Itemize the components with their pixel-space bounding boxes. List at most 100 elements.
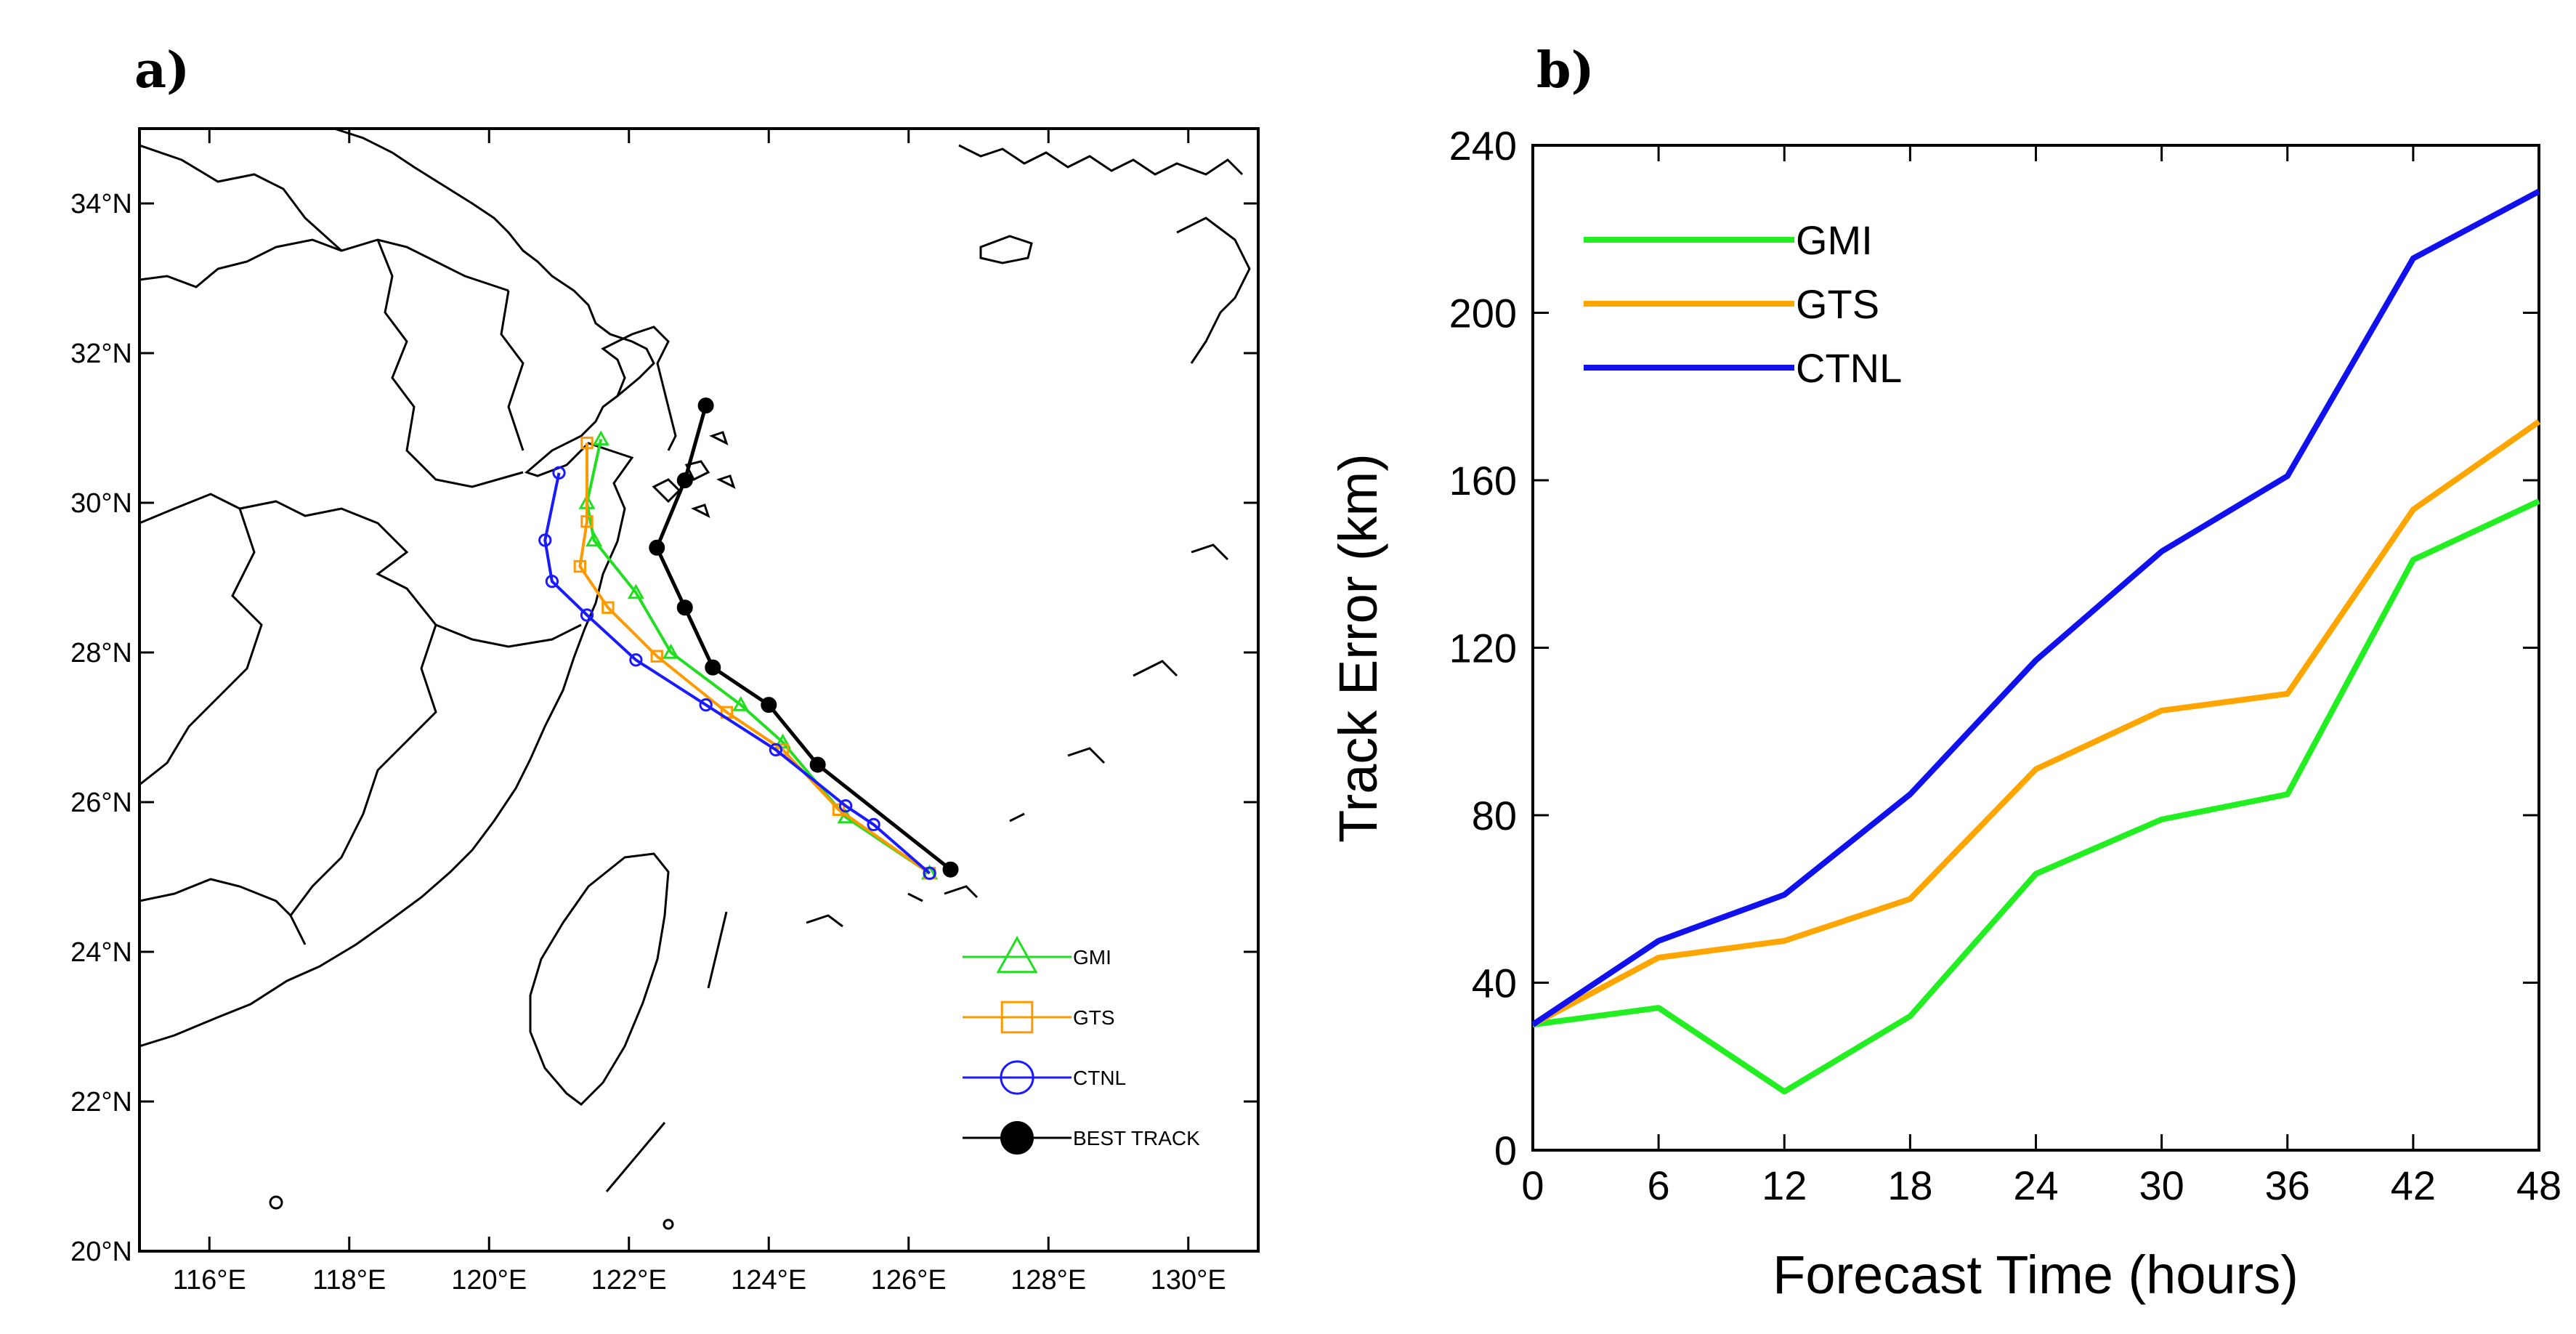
province-border-7 [139, 144, 343, 252]
track-point-ctnl [629, 653, 643, 667]
y-tick-label: 30°N [70, 488, 132, 519]
legend-label-ctnl: CTNL [1796, 345, 1902, 391]
panel-b-label: b) [1536, 41, 1595, 100]
x-tick-label: 48 [2516, 1163, 2561, 1208]
track-point-gmi [592, 430, 609, 446]
north-coastline [333, 129, 655, 397]
boundary-dash-2 [605, 1122, 666, 1192]
panel-b-frame [1531, 144, 2540, 1152]
track-point-ctnl [538, 533, 552, 547]
track-line-gts [578, 442, 931, 875]
track-point-best-track [649, 539, 665, 556]
legend-label-gmi: GMI [1796, 217, 1873, 263]
panel-a-tracks [538, 397, 959, 880]
track-point-ctnl [867, 817, 880, 832]
y-tick-label: 240 [1449, 123, 1517, 169]
y-tick-label: 32°N [70, 339, 132, 369]
series-line-ctnl [1531, 188, 2540, 1027]
x-tick-label: 36 [2265, 1163, 2310, 1208]
panel-b-legend: GMI GTS CTNL [1584, 217, 1902, 391]
y-tick-label: 20°N [70, 1237, 132, 1267]
track-point-ctnl [838, 799, 853, 813]
x-tick-label: 6 [1648, 1163, 1670, 1208]
x-tick-label: 12 [1762, 1163, 1807, 1208]
ryukyu-islands [806, 543, 1229, 928]
track-point-ctnl [769, 743, 783, 757]
x-tick-label: 116°E [173, 1265, 246, 1295]
legend-marker-gmi [996, 935, 1038, 974]
panel-a-label: a) [134, 41, 190, 100]
x-tick-label: 118°E [312, 1265, 386, 1295]
track-line-ctnl [543, 472, 931, 875]
y-tick-label: 120 [1449, 626, 1517, 671]
province-border-3 [139, 493, 582, 648]
track-point-gts [573, 559, 587, 573]
panel-b-line-chart: 0 6 12 18 24 30 36 42 48 0 40 80 120 160 200 240 GMI GT… [1328, 123, 2561, 1305]
province-border-8 [500, 290, 524, 451]
legend-label-gmi: GMI [1073, 946, 1111, 969]
track-point-gmi [732, 696, 750, 711]
kyushu-coast [1176, 217, 1251, 364]
x-tick-label: 124°E [731, 1265, 806, 1295]
x-tick-label: 18 [1887, 1163, 1932, 1208]
korea-coast [958, 144, 1244, 176]
x-tick-label: 130°E [1151, 1265, 1226, 1295]
track-point-gts [580, 515, 594, 528]
track-point-ctnl [552, 466, 566, 480]
track-point-best-track [942, 861, 959, 878]
track-point-ctnl [923, 866, 936, 880]
x-tick-label: 0 [1521, 1163, 1544, 1208]
y-tick-label: 200 [1449, 291, 1517, 336]
y-tick-label: 40 [1472, 961, 1517, 1006]
track-point-gmi [627, 583, 644, 599]
track-point-best-track [761, 697, 777, 714]
x-tick-label: 128°E [1010, 1265, 1086, 1295]
track-point-ctnl [580, 608, 594, 622]
track-point-ctnl [545, 575, 559, 589]
y-tick-label: 26°N [70, 788, 132, 818]
legend-marker-gts [1000, 1001, 1034, 1034]
y-tick-label: 22°N [70, 1087, 132, 1117]
x-tick-label: 122°E [591, 1265, 667, 1295]
x-tick-label: 120°E [451, 1265, 527, 1295]
panel-b-y-ticks: 0 40 80 120 160 200 240 [1449, 123, 2539, 1173]
x-axis-label: Forecast Time (hours) [1773, 1245, 2298, 1305]
series-line-gmi [1532, 498, 2540, 1095]
y-axis-label: Track Error (km) [1328, 453, 1388, 843]
small-island [269, 1195, 283, 1210]
track-point-best-track [705, 659, 721, 676]
y-tick-label: 80 [1472, 793, 1517, 838]
province-border-6 [139, 878, 307, 945]
legend-label-ctnl: CTNL [1073, 1067, 1126, 1089]
jeju-island [979, 235, 1033, 264]
track-point-best-track [676, 472, 693, 489]
small-island-2 [663, 1218, 674, 1230]
legend-label-gts: GTS [1796, 281, 1879, 327]
track-point-ctnl [699, 698, 713, 712]
province-border-1 [139, 238, 509, 292]
panel-a-track-map: 116°E 118°E 120°E 122°E 124°E 126°E 128°E 130°E… [70, 127, 1260, 1295]
y-tick-label: 0 [1494, 1128, 1517, 1173]
y-tick-label: 34°N [70, 189, 132, 219]
track-point-best-track [676, 599, 693, 616]
y-tick-label: 24°N [70, 937, 132, 968]
legend-label-gts: GTS [1073, 1006, 1115, 1029]
panel-a-x-ticks: 116°E 118°E 120°E 122°E 124°E 126°E 128°E 130°E [173, 129, 1226, 1295]
province-border-2 [376, 239, 524, 488]
y-tick-label: 160 [1449, 458, 1517, 504]
panel-a-legend: GMI GTS CTNL BEST TRACK [963, 935, 1200, 1155]
track-point-gmi [586, 531, 603, 547]
track-point-gts [650, 650, 663, 663]
panel-a-frame [138, 127, 1260, 1253]
track-point-gmi [662, 643, 680, 659]
basemap [139, 129, 1251, 1230]
y-tick-label: 28°N [70, 638, 132, 668]
panel-b-series [1531, 188, 2541, 1095]
track-point-gts [580, 436, 594, 450]
x-tick-label: 42 [2391, 1163, 2436, 1208]
x-tick-label: 24 [2013, 1163, 2058, 1208]
track-point-gts [602, 601, 615, 614]
province-border-4 [139, 508, 263, 786]
track-point-best-track [697, 397, 714, 414]
